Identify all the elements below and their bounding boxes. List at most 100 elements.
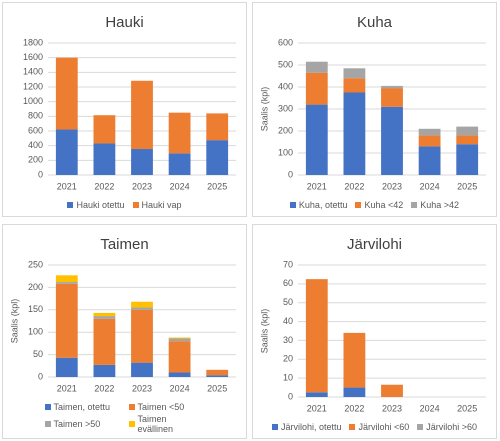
bar-segment [418, 128, 441, 136]
y-axis-label: Saalis (kpl) [259, 309, 269, 354]
bar-segment [93, 312, 116, 317]
bar-segment [343, 387, 366, 397]
legend-label: Taimen evällinen [137, 414, 174, 434]
legend-item: Taimen, otettu [44, 402, 121, 412]
legend-swatch [67, 202, 74, 208]
y-tick-label: 20 [283, 354, 293, 364]
legend: Kuha, otettu Kuha <42 Kuha >42 [255, 199, 495, 211]
legend-swatch [411, 202, 418, 208]
bar-segment [55, 282, 78, 284]
chart: Taimen Saalis (kpl) 0 50 100 150 200 250 2021 202… [9, 236, 236, 393]
y-tick-label: 200 [28, 155, 43, 165]
legend-item: Kuha <42 [355, 200, 403, 210]
legend-label: Kuha <42 [364, 200, 404, 210]
legend-item: Järvilohi, otettu [271, 422, 342, 432]
bar-segment [381, 106, 403, 175]
y-tick-label: 200 [28, 282, 43, 292]
legend-item: Kuha >42 [411, 200, 459, 210]
y-tick-label: 1000 [23, 96, 43, 106]
bar-segment [93, 316, 116, 319]
x-tick-label: 2023 [382, 403, 402, 413]
chart-panel: Järvilohi Saalis (kpl) 0 10 20 30 40 50 60 70 2021… [252, 224, 497, 439]
y-tick-label: 0 [38, 371, 43, 381]
y-tick-label: 40 [283, 316, 293, 326]
chart-panel: Taimen Saalis (kpl) 0 50 100 150 200 250 2021 202… [2, 224, 247, 439]
y-axis-label: Saalis (kpl) [9, 299, 19, 344]
y-tick-label: 600 [278, 37, 293, 47]
bar-segment [305, 104, 328, 175]
bar-segment [456, 144, 479, 175]
y-tick-label: 300 [278, 103, 293, 113]
bar-segment [131, 307, 153, 310]
chart-title: Kuha [357, 14, 393, 31]
x-tick-label: 2022 [94, 383, 114, 393]
bar-segment [343, 92, 366, 175]
bar-segment [206, 375, 229, 377]
legend-item: Järvilohi <60 [349, 422, 409, 432]
y-tick-label: 600 [28, 125, 43, 135]
y-tick-label: 500 [278, 59, 293, 69]
legend: Taimen, otettu Taimen <50 Taimen >50 Taimen… [40, 401, 210, 435]
bar-segment [93, 143, 116, 175]
x-tick-label: 2025 [457, 403, 477, 413]
bar-segment [55, 283, 78, 358]
legend-label: Taimen, otettu [53, 402, 111, 412]
y-tick-label: 800 [28, 111, 43, 121]
y-tick-label: 250 [28, 259, 43, 269]
x-tick-label: 2025 [457, 181, 477, 191]
legend-label: Hauki vap [141, 200, 182, 210]
y-tick-label: 0 [38, 169, 43, 179]
legend-label: Järvilohi <60 [358, 422, 410, 432]
bar-segment [305, 279, 328, 393]
y-tick-label: 50 [33, 349, 43, 359]
bar-segment [206, 369, 229, 376]
legend-label: Järvilohi, otettu [280, 422, 342, 432]
y-tick-label: 60 [283, 278, 293, 288]
legend-swatch [349, 424, 356, 430]
x-tick-label: 2021 [57, 181, 77, 191]
legend-label: Kuha, otettu [298, 200, 348, 210]
y-tick-label: 1200 [23, 81, 43, 91]
bar-segment [131, 301, 153, 308]
y-tick-label: 400 [28, 140, 43, 150]
x-tick-label: 2021 [307, 181, 327, 191]
y-tick-label: 0 [288, 169, 293, 179]
legend-item: Kuha, otettu [289, 200, 348, 210]
bar-segment [168, 338, 191, 342]
y-tick-label: 200 [278, 125, 293, 135]
chart-panel: Hauki 0 200 400 600 800 1000 1200 1400 1600 1800 20… [2, 2, 247, 217]
x-tick-label: 2024 [170, 181, 190, 191]
bar-segment [418, 146, 441, 175]
legend-swatch [289, 202, 296, 208]
chart-panel: Kuha Saalis (kpl) 0 100 200 300 400 500 600 2021 2… [252, 2, 497, 217]
x-tick-label: 2023 [132, 383, 152, 393]
bar-segment [93, 364, 116, 377]
bar-segment [168, 372, 191, 377]
x-tick-label: 2023 [382, 181, 402, 191]
chart-title: Hauki [105, 14, 143, 31]
legend-swatch [132, 202, 139, 208]
legend-swatch [44, 421, 51, 427]
legend-item: Taimen evällinen [128, 414, 205, 434]
legend: Järvilohi, otettu Järvilohi <60 Järvilohi … [255, 421, 495, 433]
bar-segment [55, 57, 78, 130]
y-tick-label: 150 [28, 304, 43, 314]
bar-segment [206, 140, 229, 175]
legend-item: Hauki vap [132, 200, 182, 210]
x-tick-label: 2024 [170, 383, 190, 393]
y-tick-label: 10 [283, 373, 293, 383]
legend-label: Kuha >42 [420, 200, 460, 210]
x-tick-label: 2021 [307, 403, 327, 413]
bar-segment [343, 78, 366, 93]
bar-segment [131, 80, 153, 149]
bar-segment [305, 392, 328, 397]
legend-swatch [128, 404, 135, 410]
x-tick-label: 2025 [207, 383, 227, 393]
chart: Kuha Saalis (kpl) 0 100 200 300 400 500 600 2021 2… [259, 14, 486, 191]
legend-swatch [44, 404, 51, 410]
legend-item: Hauki otettu [67, 200, 125, 210]
y-tick-label: 100 [278, 147, 293, 157]
x-tick-label: 2022 [94, 181, 114, 191]
y-tick-label: 1800 [23, 37, 43, 47]
